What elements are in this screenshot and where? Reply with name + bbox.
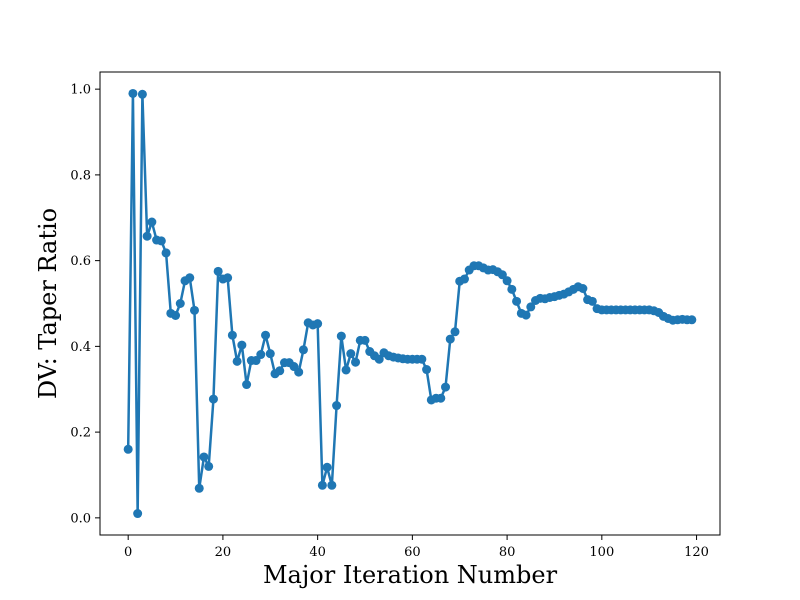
x-tick-label: 40 [309, 545, 326, 560]
data-point [374, 354, 384, 364]
y-tick-label: 1.0 [70, 83, 91, 98]
data-point [156, 236, 166, 246]
data-point [497, 270, 507, 280]
x-tick-label: 100 [589, 545, 614, 560]
data-point [578, 284, 588, 293]
data-point [194, 483, 204, 493]
data-point [147, 217, 157, 227]
y-tick-label: 0.6 [70, 254, 91, 269]
data-point [128, 88, 138, 98]
x-axis-label: Major Iteration Number [263, 561, 558, 589]
data-point [687, 315, 697, 325]
data-point [123, 444, 133, 454]
data-point [526, 302, 536, 312]
data-point [417, 354, 427, 364]
data-point [171, 311, 181, 320]
data-point [161, 248, 171, 258]
data-point [445, 334, 455, 344]
y-axis-ticks: 0.0 0.2 0.4 0.6 0.8 1.0 [70, 83, 100, 526]
data-point [313, 319, 323, 329]
data-point [327, 480, 337, 490]
y-tick-label: 0.2 [70, 426, 91, 441]
data-point [332, 401, 342, 411]
plot-area [123, 88, 697, 519]
x-tick-label: 80 [499, 545, 516, 560]
x-axis-ticks: 0 20 40 60 80 100 120 [124, 535, 709, 560]
data-point [142, 231, 152, 241]
axes-frame [99, 71, 721, 536]
y-tick-label: 0.8 [70, 168, 91, 183]
data-point [436, 393, 446, 403]
data-point [322, 462, 332, 472]
y-axis-label: DV: Taper Ratio [34, 208, 62, 399]
data-point [360, 335, 370, 345]
data-point [208, 394, 218, 404]
x-tick-label: 120 [684, 545, 709, 560]
data-point [587, 296, 597, 306]
data-point [351, 357, 361, 367]
x-tick-label: 20 [215, 545, 232, 560]
data-point [237, 340, 247, 350]
data-point [346, 349, 356, 359]
data-point [223, 273, 233, 283]
data-point [512, 296, 522, 306]
data-point [294, 367, 304, 377]
data-point [261, 330, 271, 340]
x-tick-label: 60 [404, 545, 421, 560]
data-point [199, 452, 209, 462]
data-point [189, 305, 199, 315]
data-point [137, 89, 147, 99]
series-line [126, 92, 692, 515]
data-point [265, 349, 275, 359]
data-point [256, 350, 266, 360]
y-tick-label: 0.0 [70, 511, 91, 526]
data-point [298, 345, 308, 355]
data-point [204, 461, 214, 471]
data-point [275, 366, 285, 376]
data-point [441, 382, 451, 392]
data-point [227, 330, 237, 340]
data-point [185, 273, 195, 283]
data-point [213, 266, 223, 276]
data-point [507, 284, 517, 294]
data-point [232, 356, 242, 366]
data-point [450, 327, 460, 337]
data-point [502, 276, 512, 286]
data-point [521, 310, 531, 320]
data-point [242, 380, 252, 390]
data-point [175, 299, 185, 308]
data-point [422, 365, 432, 375]
y-tick-label: 0.4 [70, 340, 91, 355]
x-tick-label: 0 [124, 545, 132, 560]
data-point [459, 274, 469, 284]
data-point [341, 365, 351, 375]
data-point [317, 480, 327, 490]
data-point [133, 509, 143, 519]
data-point [336, 331, 346, 341]
